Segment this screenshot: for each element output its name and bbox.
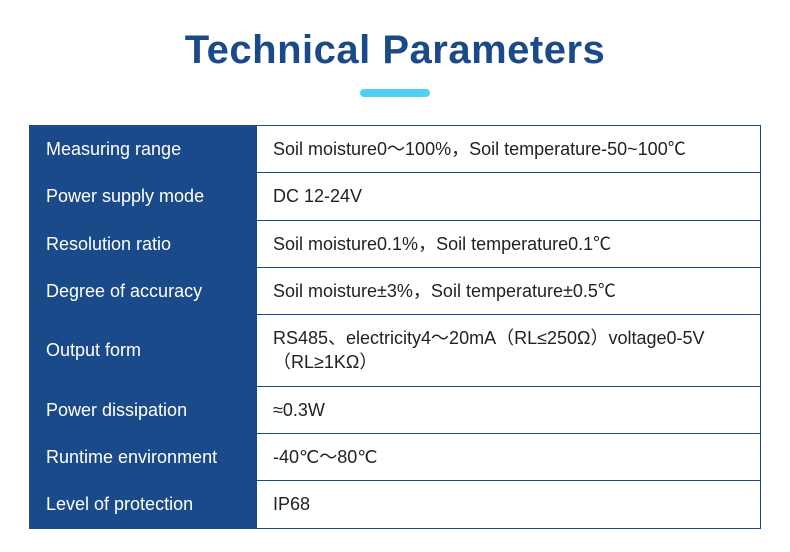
table-row: Level of protection IP68 [30, 481, 761, 528]
param-value: DC 12-24V [257, 173, 761, 220]
title-section: Technical Parameters [0, 0, 790, 97]
param-value: ≈0.3W [257, 386, 761, 433]
table-row: Degree of accuracy Soil moisture±3%，Soil… [30, 267, 761, 314]
param-value: Soil moisture±3%，Soil temperature±0.5℃ [257, 267, 761, 314]
param-label: Runtime environment [30, 434, 257, 481]
table-row: Measuring range Soil moisture0～100%，Soil… [30, 126, 761, 173]
title-underline [360, 89, 430, 97]
param-value: RS485、electricity4～20mA（RL≤250Ω）voltage0… [257, 315, 761, 387]
param-value: Soil moisture0～100%，Soil temperature-50~… [257, 126, 761, 173]
param-label: Resolution ratio [30, 220, 257, 267]
table-row: Power supply mode DC 12-24V [30, 173, 761, 220]
param-label: Degree of accuracy [30, 267, 257, 314]
param-value: Soil moisture0.1%，Soil temperature0.1℃ [257, 220, 761, 267]
table-row: Output form RS485、electricity4～20mA（RL≤2… [30, 315, 761, 387]
param-label: Measuring range [30, 126, 257, 173]
parameters-table: Measuring range Soil moisture0～100%，Soil… [29, 125, 761, 529]
param-value: IP68 [257, 481, 761, 528]
param-value: -40℃～80℃ [257, 434, 761, 481]
table-row: Runtime environment -40℃～80℃ [30, 434, 761, 481]
page-title: Technical Parameters [0, 28, 790, 73]
param-label: Power supply mode [30, 173, 257, 220]
table-row: Power dissipation ≈0.3W [30, 386, 761, 433]
table-row: Resolution ratio Soil moisture0.1%，Soil … [30, 220, 761, 267]
param-label: Level of protection [30, 481, 257, 528]
param-label: Power dissipation [30, 386, 257, 433]
param-label: Output form [30, 315, 257, 387]
